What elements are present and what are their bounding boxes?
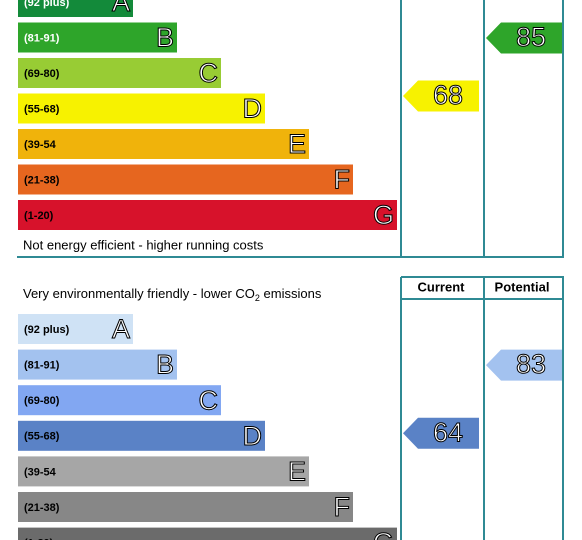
rating-arrow	[486, 349, 562, 381]
intro-sub: 2	[255, 293, 260, 303]
intro-pre: Very environmentally friendly - lower CO	[23, 286, 255, 301]
band-letter: G	[373, 528, 394, 540]
intro-post: emissions	[260, 286, 322, 301]
rating-band	[18, 314, 133, 344]
rating-band	[18, 420, 265, 451]
band-letter: A	[112, 0, 130, 17]
band-range: (69-80)	[24, 68, 60, 80]
rating-arrow	[403, 80, 479, 112]
band-range: (92 plus)	[24, 0, 70, 9]
rating-band	[18, 385, 221, 416]
rating-band	[18, 58, 221, 88]
band-range: (81-91)	[24, 32, 60, 44]
rating-band	[18, 492, 353, 522]
band-range: (39-54	[24, 466, 57, 478]
rating-band	[18, 164, 353, 195]
rating-band	[18, 527, 397, 540]
band-letter: A	[112, 314, 130, 344]
column-header: Current	[418, 279, 466, 294]
band-letter: F	[334, 492, 351, 522]
band-letter: B	[156, 23, 174, 53]
band-letter: E	[288, 129, 306, 159]
intro-text: Very environmentally friendly - lower CO…	[23, 286, 322, 303]
band-letter: C	[199, 385, 219, 415]
rating-band	[18, 456, 309, 487]
band-range: (21-38)	[24, 174, 60, 186]
rating-band	[18, 200, 397, 230]
rating-value: 83	[516, 349, 546, 379]
band-letter: B	[156, 350, 174, 380]
rating-value: 85	[516, 22, 546, 52]
band-range: (69-80)	[24, 395, 60, 407]
rating-band	[18, 349, 177, 380]
rating-arrow	[486, 22, 562, 54]
band-range: (55-68)	[24, 431, 60, 443]
band-letter: G	[373, 200, 394, 230]
rating-band	[18, 0, 133, 17]
band-range: (1-20)	[24, 210, 54, 222]
band-range: (55-68)	[24, 103, 60, 115]
band-range: (81-91)	[24, 360, 60, 372]
band-range: (21-38)	[24, 502, 60, 514]
band-range: (1-20)	[24, 538, 54, 540]
rating-value: 64	[433, 417, 463, 447]
rating-band	[18, 22, 177, 53]
band-range: (39-54	[24, 139, 57, 151]
rating-band	[18, 129, 309, 159]
band-letter: D	[243, 94, 263, 124]
band-letter: D	[243, 421, 263, 451]
footer-text: Not energy efficient - higher running co…	[23, 237, 264, 252]
column-header: Potential	[495, 279, 550, 294]
band-letter: F	[334, 165, 351, 195]
rating-arrow	[403, 417, 479, 449]
rating-band	[18, 93, 265, 124]
band-letter: E	[288, 457, 306, 487]
band-letter: C	[199, 58, 219, 88]
band-range: (92 plus)	[24, 324, 70, 336]
rating-value: 68	[433, 80, 463, 110]
